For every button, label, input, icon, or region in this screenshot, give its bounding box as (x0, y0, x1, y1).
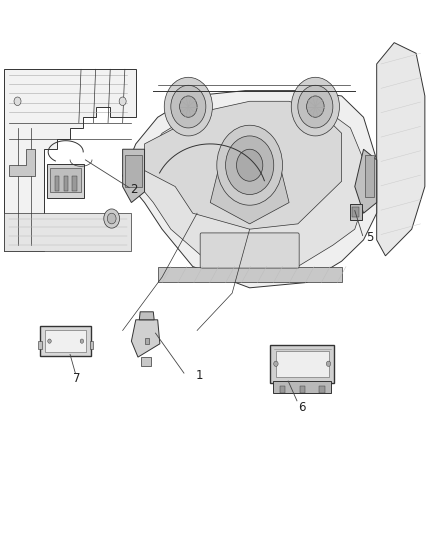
Polygon shape (9, 149, 35, 176)
Circle shape (14, 97, 21, 106)
Text: 6: 6 (298, 401, 306, 414)
Polygon shape (300, 386, 305, 393)
Polygon shape (123, 149, 145, 203)
FancyBboxPatch shape (47, 164, 84, 198)
Text: 1: 1 (195, 369, 203, 382)
Polygon shape (141, 357, 151, 366)
Polygon shape (210, 139, 289, 224)
Polygon shape (145, 338, 149, 344)
Polygon shape (64, 176, 68, 191)
FancyBboxPatch shape (276, 351, 329, 377)
Circle shape (226, 136, 274, 195)
Circle shape (80, 339, 84, 343)
Polygon shape (72, 176, 77, 191)
Polygon shape (131, 320, 160, 357)
FancyBboxPatch shape (273, 381, 331, 393)
Polygon shape (352, 207, 359, 217)
Circle shape (107, 213, 116, 224)
Polygon shape (4, 69, 136, 251)
Polygon shape (158, 266, 342, 282)
Polygon shape (125, 155, 142, 187)
FancyBboxPatch shape (270, 345, 334, 383)
Circle shape (180, 96, 197, 117)
FancyBboxPatch shape (45, 330, 86, 352)
Polygon shape (4, 213, 131, 251)
Polygon shape (50, 168, 81, 192)
Polygon shape (139, 312, 154, 320)
Polygon shape (136, 107, 364, 272)
Polygon shape (365, 155, 374, 197)
FancyBboxPatch shape (200, 233, 299, 268)
Polygon shape (280, 386, 285, 393)
Polygon shape (90, 341, 93, 349)
Circle shape (291, 77, 339, 136)
Circle shape (217, 125, 283, 205)
Circle shape (164, 77, 212, 136)
Text: 2: 2 (130, 183, 138, 196)
Polygon shape (377, 43, 425, 256)
Polygon shape (55, 176, 59, 191)
Circle shape (104, 209, 120, 228)
Circle shape (326, 361, 331, 367)
Text: 7: 7 (73, 372, 81, 385)
Circle shape (307, 96, 324, 117)
Circle shape (119, 97, 126, 106)
Circle shape (298, 85, 333, 128)
Polygon shape (123, 91, 377, 288)
Circle shape (48, 339, 51, 343)
Text: 5: 5 (367, 231, 374, 244)
FancyBboxPatch shape (40, 326, 91, 356)
Circle shape (171, 85, 206, 128)
Polygon shape (38, 341, 42, 349)
Polygon shape (319, 386, 325, 393)
Circle shape (274, 361, 278, 367)
Polygon shape (145, 101, 342, 229)
Polygon shape (355, 149, 377, 213)
Circle shape (237, 149, 263, 181)
FancyBboxPatch shape (350, 204, 362, 220)
